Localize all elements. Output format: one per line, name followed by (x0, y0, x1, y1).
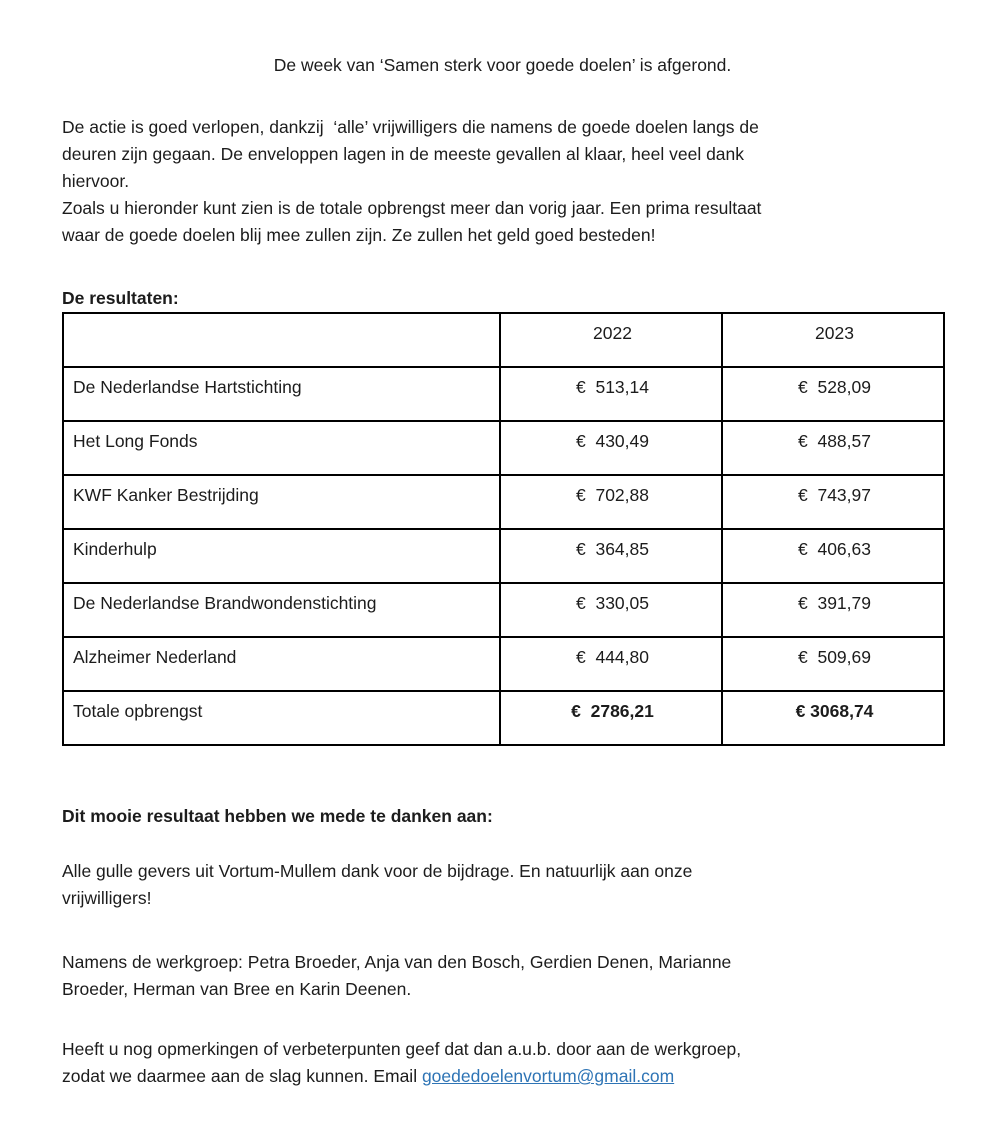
feedback-line-prefix: zodat we daarmee aan de slag kunnen. Ema… (62, 1066, 422, 1086)
table-row: De Nederlandse Brandwondenstichting € 33… (62, 582, 945, 638)
table-row: KWF Kanker Bestrijding € 702,88 € 743,97 (62, 474, 945, 530)
total-label: Totale opbrengst (62, 690, 501, 746)
results-table: 2022 2023 De Nederlandse Hartstichting €… (62, 312, 945, 746)
table-total-row: Totale opbrengst € 2786,21 € 3068,74 (62, 690, 945, 746)
table-header-2022: 2022 (499, 312, 723, 368)
thanks-paragraph: Alle gulle gevers uit Vortum-Mullem dank… (62, 858, 943, 912)
table-row: Het Long Fonds € 430,49 € 488,57 (62, 420, 945, 476)
amount-2022: € 330,05 (499, 582, 723, 638)
total-2022: € 2786,21 (499, 690, 723, 746)
charity-name: Kinderhulp (62, 528, 501, 584)
page-title: De week van ‘Samen sterk voor goede doel… (273, 55, 732, 75)
feedback-line: zodat we daarmee aan de slag kunnen. Ema… (62, 1063, 943, 1090)
amount-2022: € 430,49 (499, 420, 723, 476)
email-link[interactable]: goededoelenvortum@gmail.com (421, 1066, 675, 1086)
table-row: De Nederlandse Hartstichting € 513,14 € … (62, 366, 945, 422)
intro-line: deuren zijn gegaan. De enveloppen lagen … (62, 144, 745, 164)
table-header-empty-cell (62, 312, 501, 368)
charity-name: De Nederlandse Brandwondenstichting (62, 582, 501, 638)
total-2023: € 3068,74 (722, 690, 945, 746)
intro-line: Zoals u hieronder kunt zien is de totale… (62, 198, 762, 218)
amount-2022: € 364,85 (499, 528, 723, 584)
amount-2023: € 528,09 (722, 366, 945, 422)
amount-2023: € 391,79 (722, 582, 945, 638)
feedback-line: Heeft u nog opmerkingen of verbeterpunte… (62, 1039, 742, 1059)
intro-line: De actie is goed verlopen, dankzij ‘alle… (62, 117, 759, 137)
charity-name: De Nederlandse Hartstichting (62, 366, 501, 422)
charity-name: KWF Kanker Bestrijding (62, 474, 501, 530)
workgroup-line: Namens de werkgroep: Petra Broeder, Anja… (62, 952, 732, 972)
intro-line: waar de goede doelen blij mee zullen zij… (62, 225, 656, 245)
amount-2022: € 702,88 (499, 474, 723, 530)
intro-paragraph: De actie is goed verlopen, dankzij ‘alle… (62, 114, 943, 249)
thanks-line: Alle gulle gevers uit Vortum-Mullem dank… (62, 861, 693, 881)
charity-name: Alzheimer Nederland (62, 636, 501, 692)
table-header-2023: 2023 (722, 312, 945, 368)
amount-2023: € 406,63 (722, 528, 945, 584)
thanks-line: vrijwilligers! (62, 888, 152, 908)
table-row: Alzheimer Nederland € 444,80 € 509,69 (62, 636, 945, 692)
results-heading: De resultaten: (62, 288, 179, 308)
workgroup-paragraph: Namens de werkgroep: Petra Broeder, Anja… (62, 949, 943, 1003)
thanks-heading: Dit mooie resultaat hebben we mede te da… (62, 806, 493, 826)
table-header-row: 2022 2023 (62, 312, 945, 368)
charity-name: Het Long Fonds (62, 420, 501, 476)
table-row: Kinderhulp € 364,85 € 406,63 (62, 528, 945, 584)
amount-2022: € 444,80 (499, 636, 723, 692)
intro-line: hiervoor. (62, 171, 130, 191)
amount-2023: € 488,57 (722, 420, 945, 476)
feedback-paragraph: Heeft u nog opmerkingen of verbeterpunte… (62, 1036, 943, 1090)
amount-2023: € 509,69 (722, 636, 945, 692)
amount-2022: € 513,14 (499, 366, 723, 422)
amount-2023: € 743,97 (722, 474, 945, 530)
workgroup-line: Broeder, Herman van Bree en Karin Deenen… (62, 979, 412, 999)
